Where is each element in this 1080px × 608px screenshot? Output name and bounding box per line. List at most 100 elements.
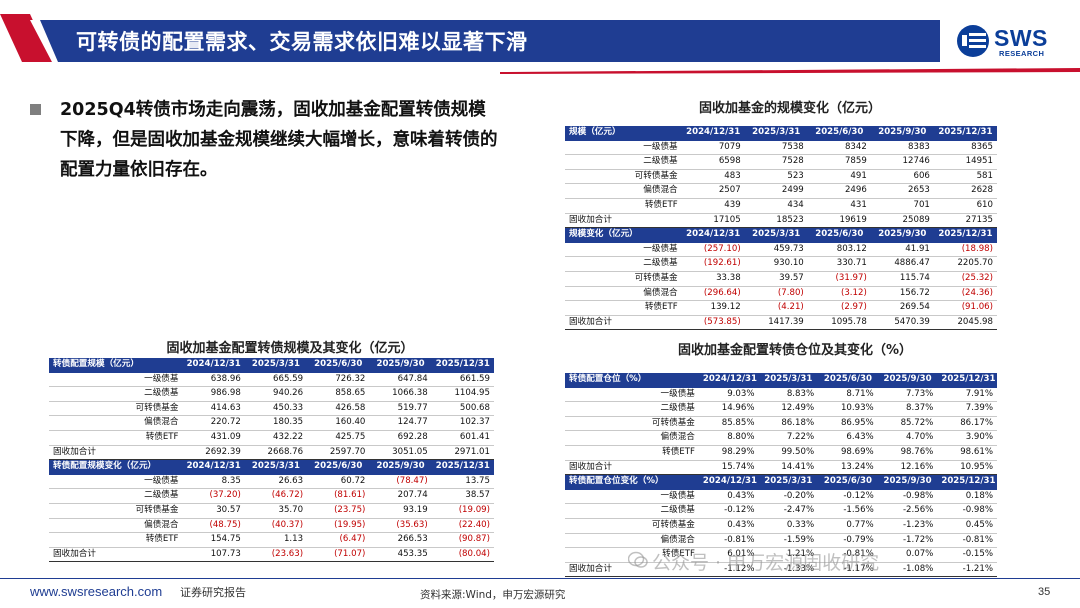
table-cell: 665.59 [244, 372, 308, 388]
table-row: 固收加合计 -1.12% -1.33% -1.17% -1.08% -1.21% [565, 562, 997, 578]
header-date: 2025/6/30 [818, 373, 878, 388]
footer-url[interactable]: www.swsresearch.com [30, 584, 163, 599]
table-cell: 1417.39 [744, 315, 808, 331]
row-label: 转债ETF [565, 445, 699, 461]
table-cell: -0.81% [818, 547, 878, 563]
table-row: 可转债基金 85.85% 86.18% 86.95% 85.72% 86.17% [565, 416, 997, 432]
row-label: 二级债基 [565, 154, 682, 170]
table-cell: (6.47) [307, 532, 370, 548]
bullet-marker [30, 104, 41, 115]
table-row: 可转债基金 30.57 35.70 (23.75) 93.19 (19.09) [49, 503, 494, 519]
header-date: 2024/12/31 [681, 227, 745, 243]
header-label: 转债配置仓位（%） [565, 373, 699, 388]
caption-fund-scale: 固收加基金的规模变化（亿元） [698, 101, 881, 116]
table-cell: 2653 [870, 183, 934, 199]
header-date: 2024/12/31 [698, 373, 759, 388]
table-cell: 7.73% [877, 387, 938, 403]
table-cell: 1066.38 [369, 386, 432, 402]
row-label: 转债ETF [565, 198, 682, 214]
table-cell: 160.40 [307, 415, 370, 431]
row-label: 一级债基 [49, 372, 183, 388]
table-cell: (23.75) [307, 503, 370, 519]
header-label: 转债配置仓位变化（%） [565, 474, 699, 490]
table-cell: -1.17% [818, 562, 878, 578]
table-row: 二级债基 14.96% 12.49% 10.93% 8.37% 7.39% [565, 401, 997, 417]
table-cell: 701 [870, 198, 934, 214]
table-cell: (78.47) [369, 474, 432, 490]
table-cell: 30.57 [182, 503, 245, 519]
table-cell: -0.98% [877, 489, 938, 505]
page-number: 35 [1038, 586, 1051, 598]
table-cell: -1.56% [818, 503, 878, 519]
table-cell: 6598 [681, 154, 745, 170]
table-row: 一级债基 638.96 665.59 726.32 647.84 661.59 [49, 372, 494, 388]
table-cell: 330.71 [807, 256, 871, 272]
table-cell: (2.97) [807, 300, 871, 316]
table-cell: 7859 [807, 154, 871, 170]
table-cell: 2507 [681, 183, 745, 199]
footer-source: 资料来源:Wind，申万宏源研究 [420, 589, 566, 601]
header-date: 2025/12/31 [933, 126, 997, 141]
table-cell: 220.72 [182, 415, 245, 431]
table-cell: 12.49% [758, 401, 819, 417]
row-label: 一级债基 [565, 489, 699, 505]
row-label: 固收加合计 [49, 445, 183, 461]
row-label: 偏债混合 [565, 286, 682, 302]
table-row: 转债ETF 98.29% 99.50% 98.69% 98.76% 98.61% [565, 445, 997, 461]
row-label: 转债ETF [49, 532, 183, 548]
table-cell: 5470.39 [870, 315, 934, 331]
table-cell: 581 [933, 169, 997, 185]
table-cell: 692.28 [369, 430, 432, 446]
row-label: 固收加合计 [49, 547, 183, 563]
row-label: 偏债混合 [565, 183, 682, 199]
table-cell: (40.37) [244, 518, 308, 534]
table-cell: 156.72 [870, 286, 934, 302]
table-cell: 7.22% [758, 430, 819, 446]
row-label: 偏债混合 [49, 518, 183, 534]
table-row: 二级债基 (37.20) (46.72) (81.61) 207.74 38.57 [49, 488, 494, 504]
table-cell: 519.77 [369, 401, 432, 417]
table-cell: 33.38 [681, 271, 745, 287]
table-cell: 930.10 [744, 256, 808, 272]
table-cell: (35.63) [369, 518, 432, 534]
table-cell: 14951 [933, 154, 997, 170]
table-cell: 154.75 [182, 532, 245, 548]
table-cell: 7.91% [937, 387, 997, 403]
sws-logo: SWS RESEARCH [956, 22, 1061, 60]
table-cell: -1.23% [877, 518, 938, 534]
table-cell: 426.58 [307, 401, 370, 417]
table-cell: 86.18% [758, 416, 819, 432]
table-cell: 0.18% [937, 489, 997, 505]
table-row: 固收加合计 107.73 (23.63) (71.07) 453.35 (80.04) [49, 547, 494, 563]
header-date: 2025/12/31 [937, 373, 997, 388]
table-cell: 3.90% [937, 430, 997, 446]
table-cell: 14.41% [758, 460, 819, 476]
header-label: 转债配置规模（亿元） [49, 358, 183, 373]
header-label: 规模（亿元） [565, 126, 682, 141]
table-cell: 7538 [744, 140, 808, 156]
table-cell: (22.40) [431, 518, 494, 534]
table-cell: 2499 [744, 183, 808, 199]
table-cell: -1.72% [877, 533, 938, 549]
table-row: 转债ETF 6.01% 1.21% -0.81% 0.07% -0.15% [565, 547, 997, 563]
table-cell: 13.24% [818, 460, 878, 476]
row-label: 固收加合计 [565, 562, 699, 578]
table-cell: -0.12% [698, 503, 759, 519]
header-date: 2025/9/30 [877, 373, 938, 388]
header-date: 2025/3/31 [244, 459, 308, 475]
caption-cb-allocation: 固收加基金配置转债规模及其变化（亿元） [166, 341, 414, 356]
header-label: 规模变化（亿元） [565, 227, 682, 243]
row-label: 二级债基 [565, 256, 682, 272]
table-cell: (48.75) [182, 518, 245, 534]
table-cell: (31.97) [807, 271, 871, 287]
table-cell: 2205.70 [933, 256, 997, 272]
table-cell: 8.35 [182, 474, 245, 490]
table-cell: (296.64) [681, 286, 745, 302]
table-cell: 431.09 [182, 430, 245, 446]
table-cell: 2496 [807, 183, 871, 199]
table-row: 二级债基 6598 7528 7859 12746 14951 [565, 154, 997, 170]
table-cell: 9.03% [698, 387, 759, 403]
row-label: 一级债基 [565, 140, 682, 156]
table-cell: 8.37% [877, 401, 938, 417]
table-cell: 986.98 [182, 386, 245, 402]
